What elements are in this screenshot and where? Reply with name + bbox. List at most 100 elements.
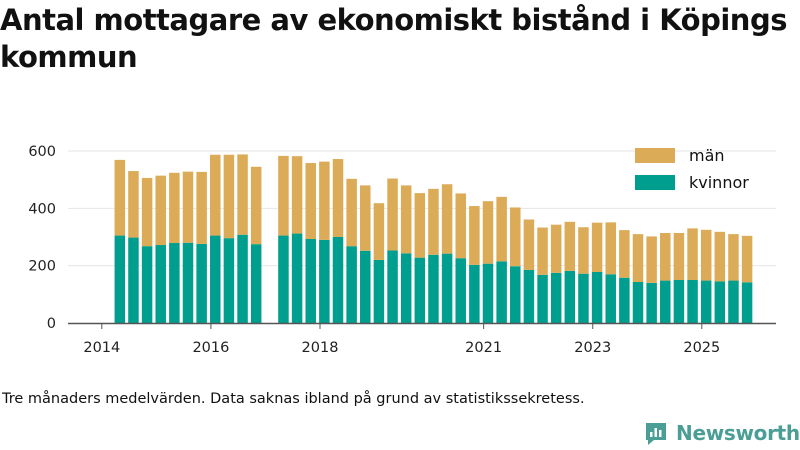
brand-logo[interactable]: Newsworthy	[644, 420, 800, 446]
bar-man[interactable]	[414, 193, 426, 258]
bar-kvinnor[interactable]	[223, 238, 235, 323]
bar-kvinnor[interactable]	[182, 242, 194, 323]
bar-man[interactable]	[619, 230, 630, 278]
bar-kvinnor[interactable]	[482, 263, 494, 323]
bar-man[interactable]	[360, 185, 371, 251]
bar-kvinnor[interactable]	[387, 250, 398, 323]
bar-man[interactable]	[400, 185, 412, 254]
y-tick-label: 200	[28, 259, 56, 275]
bar-kvinnor[interactable]	[455, 258, 466, 323]
bar-kvinnor[interactable]	[564, 270, 576, 323]
bar-kvinnor[interactable]	[169, 243, 180, 323]
bar-man[interactable]	[700, 229, 712, 281]
bar-kvinnor[interactable]	[660, 280, 671, 323]
bar-kvinnor[interactable]	[360, 250, 371, 323]
legend-swatch	[635, 148, 675, 163]
y-tick-label: 0	[47, 316, 56, 332]
y-tick-label: 400	[28, 201, 56, 217]
bar-man[interactable]	[496, 196, 507, 262]
bar-kvinnor[interactable]	[728, 280, 739, 323]
bar-man[interactable]	[346, 178, 357, 247]
bar-man[interactable]	[510, 207, 521, 267]
bar-kvinnor[interactable]	[510, 266, 521, 323]
bar-kvinnor[interactable]	[400, 253, 412, 323]
bar-man[interactable]	[550, 224, 562, 273]
bar-kvinnor[interactable]	[496, 261, 507, 323]
bar-kvinnor[interactable]	[700, 280, 712, 323]
bar-man[interactable]	[128, 171, 139, 238]
bar-kvinnor[interactable]	[332, 237, 344, 323]
bar-man[interactable]	[373, 203, 385, 260]
bar-kvinnor[interactable]	[591, 271, 603, 323]
bar-man[interactable]	[646, 236, 657, 283]
bar-man[interactable]	[455, 193, 466, 259]
bar-kvinnor[interactable]	[278, 235, 289, 323]
bar-man[interactable]	[741, 235, 753, 283]
bar-kvinnor[interactable]	[291, 233, 303, 323]
y-tick-label: 600	[28, 144, 56, 160]
bar-man[interactable]	[141, 177, 153, 247]
bar-kvinnor[interactable]	[619, 277, 630, 323]
bar-man[interactable]	[537, 227, 548, 275]
bar-man[interactable]	[387, 178, 398, 251]
bar-kvinnor[interactable]	[319, 239, 330, 323]
bar-man[interactable]	[482, 201, 494, 264]
bar-man[interactable]	[155, 175, 166, 246]
bar-kvinnor[interactable]	[632, 282, 644, 323]
bar-man[interactable]	[673, 232, 685, 280]
bar-man[interactable]	[428, 188, 439, 255]
bar-man[interactable]	[278, 155, 289, 236]
bar-man[interactable]	[305, 163, 316, 240]
bar-man[interactable]	[728, 234, 739, 281]
bar-kvinnor[interactable]	[550, 272, 562, 323]
bar-man[interactable]	[714, 231, 726, 282]
bar-man[interactable]	[441, 184, 453, 254]
bar-man[interactable]	[319, 161, 330, 240]
bar-kvinnor[interactable]	[305, 239, 316, 323]
bar-kvinnor[interactable]	[673, 280, 685, 323]
bar-kvinnor[interactable]	[687, 280, 698, 323]
bar-kvinnor[interactable]	[646, 282, 657, 323]
bar-man[interactable]	[169, 172, 180, 244]
bar-man[interactable]	[223, 154, 235, 239]
bar-man[interactable]	[291, 156, 303, 234]
chart-title: Antal mottagare av ekonomiskt bistånd i …	[0, 3, 787, 74]
bar-kvinnor[interactable]	[414, 257, 426, 323]
bar-kvinnor[interactable]	[537, 274, 548, 323]
bar-man[interactable]	[578, 227, 589, 274]
bar-kvinnor[interactable]	[128, 237, 139, 323]
bar-man[interactable]	[196, 171, 207, 244]
bar-kvinnor[interactable]	[373, 259, 385, 323]
bar-man[interactable]	[114, 159, 126, 236]
bar-kvinnor[interactable]	[237, 234, 248, 323]
bar-kvinnor[interactable]	[578, 273, 589, 323]
bar-kvinnor[interactable]	[469, 264, 480, 323]
bar-man[interactable]	[564, 221, 576, 271]
bar-kvinnor[interactable]	[428, 254, 439, 323]
bar-man[interactable]	[632, 234, 644, 282]
bar-man[interactable]	[523, 219, 535, 270]
bar-kvinnor[interactable]	[523, 269, 535, 323]
bar-man[interactable]	[605, 222, 616, 275]
bar-man[interactable]	[250, 166, 262, 245]
legend: män kvinnor	[635, 146, 749, 192]
bar-kvinnor[interactable]	[141, 246, 153, 323]
bar-man[interactable]	[182, 171, 194, 243]
bar-kvinnor[interactable]	[114, 235, 126, 323]
bar-kvinnor[interactable]	[250, 244, 262, 323]
bar-man[interactable]	[237, 154, 248, 235]
bar-man[interactable]	[210, 154, 221, 236]
bar-man[interactable]	[469, 206, 480, 265]
bar-kvinnor[interactable]	[441, 253, 453, 323]
bar-kvinnor[interactable]	[605, 274, 616, 323]
bar-man[interactable]	[332, 159, 344, 237]
bar-kvinnor[interactable]	[155, 245, 166, 323]
bar-man[interactable]	[591, 222, 603, 272]
bar-kvinnor[interactable]	[741, 282, 753, 323]
bar-kvinnor[interactable]	[346, 246, 357, 323]
bar-kvinnor[interactable]	[210, 235, 221, 323]
bar-kvinnor[interactable]	[714, 281, 726, 323]
bar-man[interactable]	[660, 232, 671, 281]
bar-kvinnor[interactable]	[196, 243, 207, 323]
bar-man[interactable]	[687, 228, 698, 280]
